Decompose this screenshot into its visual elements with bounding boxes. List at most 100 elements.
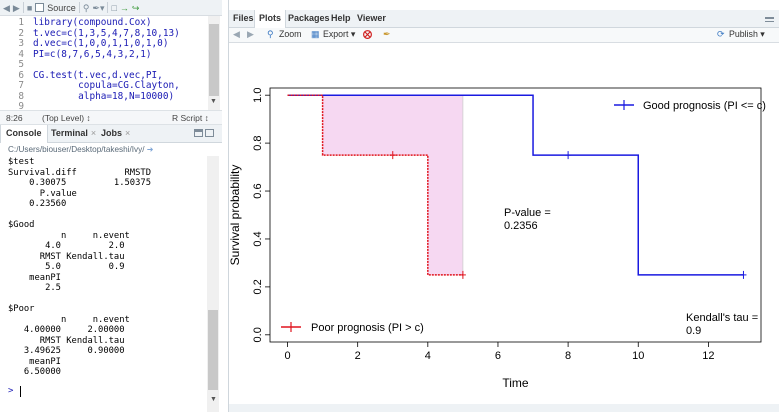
y-tick-label: 1.0 [252,88,264,103]
console-line: 0.30075 1.50375 [8,178,151,188]
line-number: 5 [18,59,24,70]
go-to-directory-icon[interactable]: ➜ [146,145,154,154]
legend-label-poor: Poor prognosis (PI > c) [311,322,424,334]
console-scrollbar-thumb[interactable] [208,310,218,390]
tab-terminal[interactable]: Terminal × [46,125,101,143]
back-arrow-icon[interactable]: ◀ [3,2,10,13]
save-icon[interactable]: ■ [26,2,33,13]
console-line: meanPI [8,356,61,367]
y-tick-label: 0.8 [252,135,264,150]
pvalue-label: P-value = [504,207,551,219]
run-icon[interactable]: → [119,2,129,13]
tab-jobs[interactable]: Jobs × [96,125,135,143]
console-output[interactable]: $test Survival.diff RMSTD 0.30075 1.5037… [0,156,222,412]
tab-console-label: Console [6,128,42,138]
plot-toolbar: ◀ ▶ ⚲ Zoom ▦ Export ▾ ⨂ ✒ ⟳ Publish ▾ [229,28,779,43]
left-pane: ◀ ▶ ■ Source ⚲ ✒▾ □ → ↪ 1 2 3 4 5 6 7 8 … [0,0,222,412]
kendall-tau-label: Kendall's tau = [686,312,758,324]
forward-arrow-icon[interactable]: ▶ [12,2,20,13]
code-line[interactable]: alpha=18,N=10000) [33,90,175,102]
console-prompt[interactable]: > [8,386,14,396]
console-line: RMST Kendall.tau [8,335,125,346]
x-tick-label: 4 [425,350,431,362]
console-line: n n.event [8,314,130,325]
console-line: RMST Kendall.tau [8,251,125,262]
line-number: 4 [18,48,24,60]
line-number: 9 [18,101,24,110]
right-pane: Files Plots Packages Help Viewer ◀ ▶ ⚲ Z… [228,0,779,412]
x-tick-label: 2 [355,350,361,362]
console-line: 2.5 [8,283,61,293]
viewer-tabs: Files Plots Packages Help Viewer [229,10,779,28]
clear-plots-icon[interactable]: ✒ [383,29,391,39]
x-tick-label: 6 [495,350,501,362]
editor-scrollbar-thumb[interactable] [209,24,219,96]
console-line: 4.0 2.0 [8,241,125,251]
console-line: meanPI [8,272,61,283]
export-icon[interactable]: ▦ [311,29,320,39]
publish-button[interactable]: Publish ▾ [729,29,765,39]
cursor-position: 8:26 [6,113,23,123]
filetype-selector[interactable]: R Script ↕ [172,113,209,123]
tab-help-label: Help [331,13,351,23]
tab-plots-label: Plots [259,13,282,23]
x-tick-label: 8 [565,350,571,362]
code-editor[interactable]: 1 2 3 4 5 6 7 8 9 library(compound.Cox) … [0,16,222,110]
maximize-pane-icon[interactable] [205,129,214,137]
console-line: n n.event [8,230,130,241]
tab-plots[interactable]: Plots [254,10,287,28]
y-tick-label: 0.6 [252,183,264,198]
scroll-down-icon[interactable]: ▼ [210,396,217,403]
console-line: 5.0 0.9 [8,262,125,272]
code-line[interactable]: d.vec=c(1,0,0,1,1,0,1,0) [33,38,169,49]
x-tick-label: 0 [284,350,290,362]
line-number: 3 [18,38,24,49]
editor-status-bar: 8:26 (Top Level) ↕ R Script ↕ [0,110,222,125]
code-line[interactable]: copula=CG.Clayton, [33,80,180,91]
line-number: 7 [18,80,24,91]
tab-files-label: Files [233,13,254,23]
scroll-down-icon[interactable]: ▼ [210,98,217,105]
source-on-save-checkbox[interactable] [35,3,45,12]
good-prognosis-curve [287,94,744,276]
text-cursor [20,386,21,397]
legend-label-good: Good prognosis (PI <= c) [643,100,766,112]
pane-bottom-border [229,404,779,412]
code-line[interactable]: PI=c(8,7,6,5,4,3,2,1) [33,48,152,60]
poor-prognosis-curve [287,94,463,276]
tab-viewer-label: Viewer [357,13,386,23]
code-line[interactable]: CG.test(t.vec,d.vec,PI, [33,69,163,81]
export-button[interactable]: Export ▾ [323,29,356,39]
scope-selector[interactable]: (Top Level) ↕ [42,113,91,123]
back-arrow-icon[interactable]: ◀ [233,29,240,39]
console-line: 3.49625 0.90000 [8,346,125,356]
y-tick-label: 0.0 [252,327,264,342]
kaplan-meier-chart: 0 2 4 6 8 10 12 0.0 0.2 0.4 0.6 0.8 1.0 Time Survival … [228,88,766,390]
minimize-pane-icon[interactable] [194,129,203,137]
y-tick-label: 0.4 [252,231,264,246]
remove-plot-icon[interactable]: ⨂ [363,29,372,39]
code-line[interactable]: t.vec=c(1,3,5,4,7,8,10,13) [33,27,180,39]
code-line[interactable]: library(compound.Cox) [33,17,152,28]
code-tools-icon[interactable]: ✒▾ [92,2,105,13]
zoom-icon[interactable]: ⚲ [267,29,274,39]
tab-help[interactable]: Help [327,10,355,28]
zoom-button[interactable]: Zoom [279,29,302,39]
tab-viewer[interactable]: Viewer [353,10,390,28]
x-tick-label: 10 [632,350,644,362]
forward-arrow-icon[interactable]: ▶ [247,29,254,39]
tab-console[interactable]: Console [0,125,48,143]
minimize-pane-icon[interactable] [765,17,774,22]
console-line: $Good [8,220,35,230]
close-icon[interactable]: × [90,128,97,138]
tab-packages[interactable]: Packages [284,10,334,28]
tab-files[interactable]: Files [229,10,258,28]
publish-icon[interactable]: ⟳ [717,29,725,39]
close-icon[interactable]: × [125,128,131,138]
line-number: 2 [18,27,24,39]
search-icon[interactable]: ⚲ [82,2,90,13]
line-number: 8 [18,90,24,102]
rerun-icon[interactable]: ↪ [131,2,140,13]
run-icon[interactable]: □ [111,2,117,13]
line-number: 1 [18,17,24,28]
